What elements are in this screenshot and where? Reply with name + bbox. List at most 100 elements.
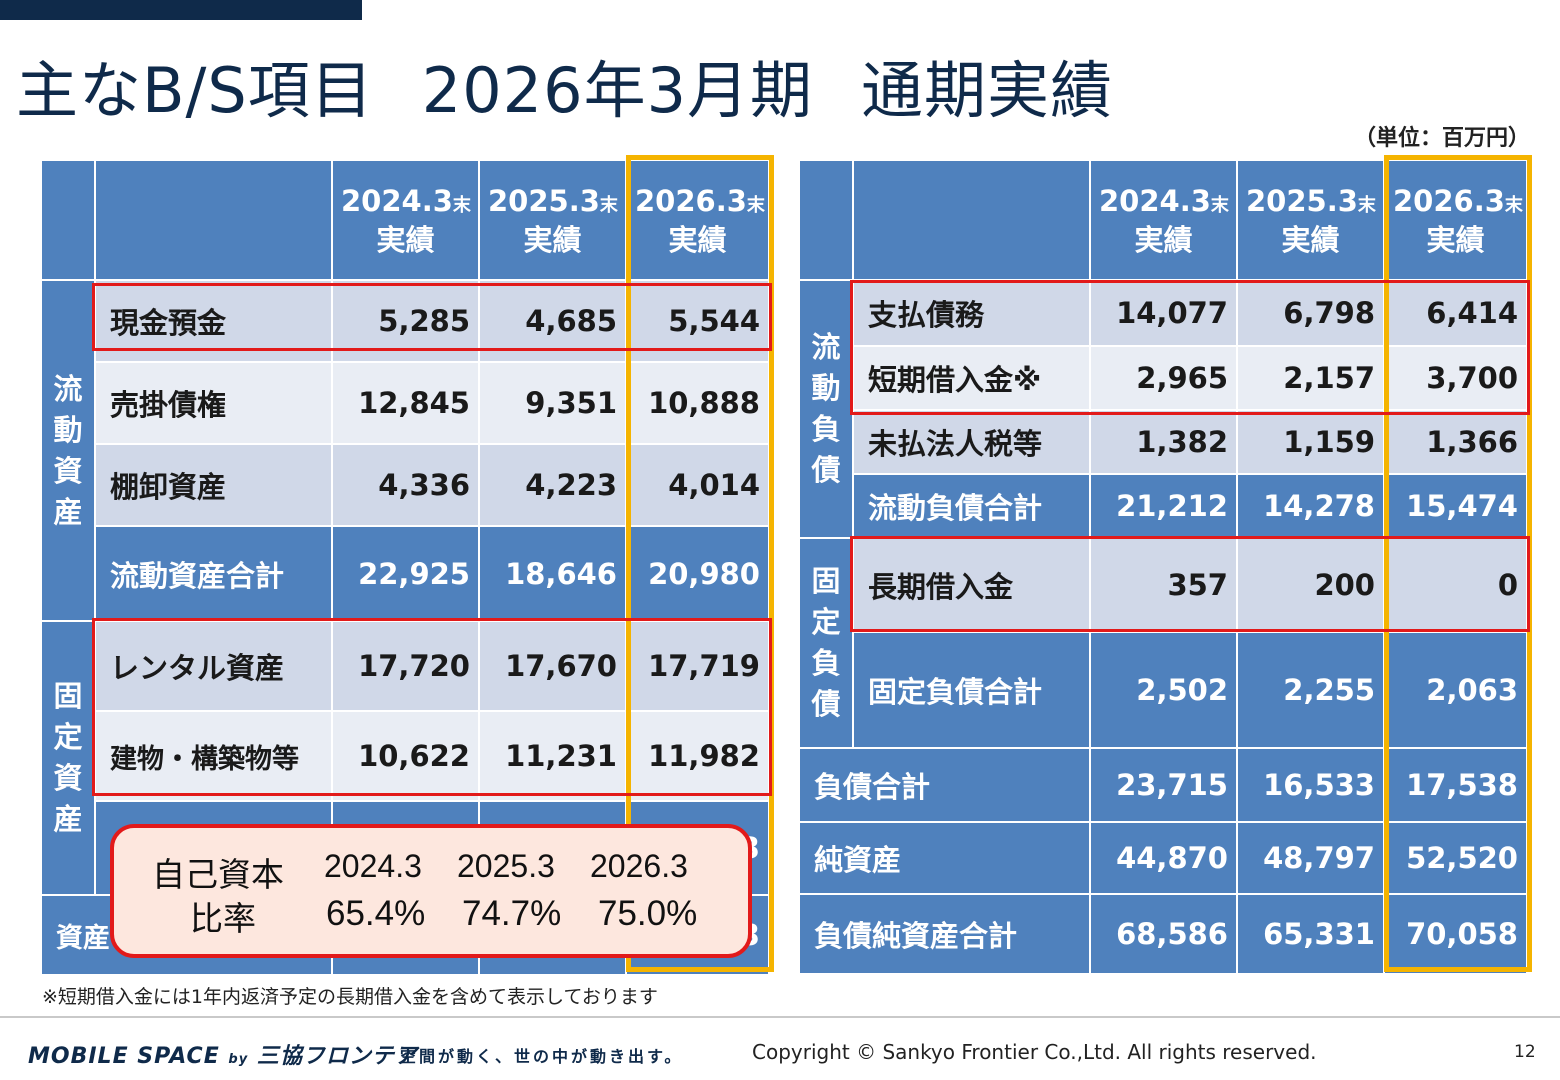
table-row: 棚卸資産 4,336 4,223 4,014 (41, 443, 770, 527)
cell-value: 10,622 (331, 710, 480, 802)
highlight-cash (92, 283, 772, 351)
ratio-value: 75.0% (598, 894, 698, 933)
page-number: 12 (1514, 1042, 1536, 1062)
page-title: 主なB/S項目 2026年3月期 通期実績 (16, 54, 1114, 127)
header-blank-label (852, 159, 1091, 281)
row-label: 負債合計 (798, 747, 1091, 823)
cell-value: 4,336 (331, 443, 480, 527)
table-row: 短期借入金※ 2,965 2,157 3,700 (799, 345, 1528, 411)
unit-label: （単位：百万円） (1353, 126, 1530, 151)
row-label: 売掛債権 (94, 361, 333, 445)
table-row: 未払法人税等 1,382 1,159 1,366 (799, 409, 1528, 475)
cell-value: 2,255 (1236, 631, 1385, 749)
cell-value: 10,888 (625, 361, 770, 445)
category-fixed-liabilities: 固定負債 (798, 537, 854, 749)
header-blank-cat (40, 159, 96, 281)
cell-value: 16,533 (1236, 747, 1385, 823)
equity-ratio-label: 自己資本 (152, 856, 284, 893)
header-col-2025: 2025.3末 実績 (478, 159, 627, 281)
row-label: 固定負債合計 (852, 631, 1091, 749)
header-col-2026: 2026.3末 実績 (625, 159, 770, 281)
highlight-2026-assets (626, 155, 774, 972)
row-label: レンタル資産 (94, 620, 333, 712)
cell-value: 52,520 (1383, 821, 1528, 895)
cell-value: 65,331 (1236, 893, 1385, 975)
cell-value: 2,502 (1089, 631, 1238, 749)
cell-value: 11,982 (625, 710, 770, 802)
cell-value: 17,538 (1383, 747, 1528, 823)
cell-value: 9,351 (478, 361, 627, 445)
footnote: ※短期借入金には1年内返済予定の長期借入金を含めて表示しております (42, 986, 658, 1008)
cell-value: 21,212 (1089, 473, 1238, 539)
row-label: 負債純資産合計 (798, 893, 1091, 975)
header-col-2025: 2025.3末 実績 (1236, 159, 1385, 281)
table-row-total: 負債純資産合計 68,586 65,331 70,058 (798, 893, 1528, 975)
row-label: 短期借入金※ (852, 345, 1091, 411)
table-row: 固定負債 長期借入金 357 200 0 (798, 537, 1528, 749)
cell-value: 48,797 (1236, 821, 1385, 895)
row-label: 棚卸資産 (94, 443, 333, 527)
cell-value: 14,278 (1236, 473, 1385, 539)
ratio-year: 2025.3 (457, 848, 555, 884)
cell-value: 0 (1383, 537, 1528, 633)
table-row: 建物・構築物等 10,622 11,231 11,982 (41, 710, 770, 802)
assets-header-row: 2024.3末 実績 2025.3末 実績 2026.3末 実績 (40, 159, 770, 281)
cell-value: 1,159 (1236, 409, 1385, 475)
cell-value: 18,646 (478, 525, 627, 622)
row-label: 純資産 (798, 821, 1091, 895)
row-label: 未払法人税等 (852, 409, 1091, 475)
brand-slogan: 空間が動く、世の中が動き出す。 (400, 1047, 684, 1066)
header-col-2024: 2024.3末 実績 (1089, 159, 1238, 281)
row-label: 流動負債合計 (852, 473, 1091, 539)
cell-value: 17,670 (478, 620, 627, 712)
cell-value: 11,231 (478, 710, 627, 802)
cell-value: 2,157 (1236, 345, 1385, 411)
cell-value: 6,798 (1236, 279, 1385, 347)
cell-value: 23,715 (1089, 747, 1238, 823)
cell-value: 4,014 (625, 443, 770, 527)
top-accent-bar (0, 0, 362, 20)
assets-table: 2024.3末 実績 2025.3末 実績 2026.3末 実績 流動資産 現金預金 … (40, 159, 770, 976)
header-blank-cat (798, 159, 854, 281)
cell-value: 3,700 (1383, 345, 1528, 411)
row-label: 支払債務 (852, 279, 1091, 347)
highlight-fixed-assets (92, 618, 772, 796)
table-row-subtotal: 流動資産合計 22,925 18,646 20,980 (41, 525, 770, 622)
cell-value: 68,586 (1089, 893, 1238, 975)
header-blank-label (94, 159, 333, 281)
highlight-current-liabilities (850, 280, 1530, 415)
cell-value: 357 (1089, 537, 1238, 633)
category-fixed-assets: 固定資産 (40, 620, 96, 896)
table-row: 売掛債権 12,845 9,351 10,888 (41, 361, 770, 445)
cell-value: 44,870 (1089, 821, 1238, 895)
table-row: 流動負債 支払債務 14,077 6,798 6,414 (798, 279, 1528, 539)
cell-value: 2,965 (1089, 345, 1238, 411)
highlight-long-term-borrowings (850, 536, 1530, 632)
brand-logo: MOBILE SPACE by 三協フロンテア (28, 1044, 418, 1069)
equity-ratio-callout: 自己資本 比率 2024.3 2025.3 2026.3 65.4% 74.7%… (110, 824, 752, 958)
header-col-2026: 2026.3末 実績 (1383, 159, 1528, 281)
cell-value: 1,366 (1383, 409, 1528, 475)
table-row-total: 純資産 44,870 48,797 52,520 (798, 821, 1528, 895)
equity-ratio-label2: 比率 (190, 900, 256, 937)
table-row-subtotal: 固定負債合計 2,502 2,255 2,063 (799, 631, 1528, 749)
cell-value: 22,925 (331, 525, 480, 622)
ratio-year: 2024.3 (324, 848, 422, 884)
liabilities-header-row: 2024.3末 実績 2025.3末 実績 2026.3末 実績 (798, 159, 1528, 281)
ratio-value: 65.4% (326, 894, 426, 933)
cell-value: 4,223 (478, 443, 627, 527)
cell-value: 70,058 (1383, 893, 1528, 975)
cell-value: 17,720 (331, 620, 480, 712)
cell-value: 20,980 (625, 525, 770, 622)
copyright: Copyright © Sankyo Frontier Co.,Ltd. All… (752, 1040, 1317, 1064)
row-label: 建物・構築物等 (94, 710, 333, 802)
cell-value: 12,845 (331, 361, 480, 445)
table-row-subtotal: 流動負債合計 21,212 14,278 15,474 (799, 473, 1528, 539)
ratio-value: 74.7% (462, 894, 562, 933)
header-col-2024: 2024.3末 実績 (331, 159, 480, 281)
category-current-liabilities: 流動負債 (798, 279, 854, 539)
cell-value: 2,063 (1383, 631, 1528, 749)
ratio-year: 2026.3 (590, 848, 688, 884)
table-row-total: 負債合計 23,715 16,533 17,538 (798, 747, 1528, 823)
cell-value: 1,382 (1089, 409, 1238, 475)
